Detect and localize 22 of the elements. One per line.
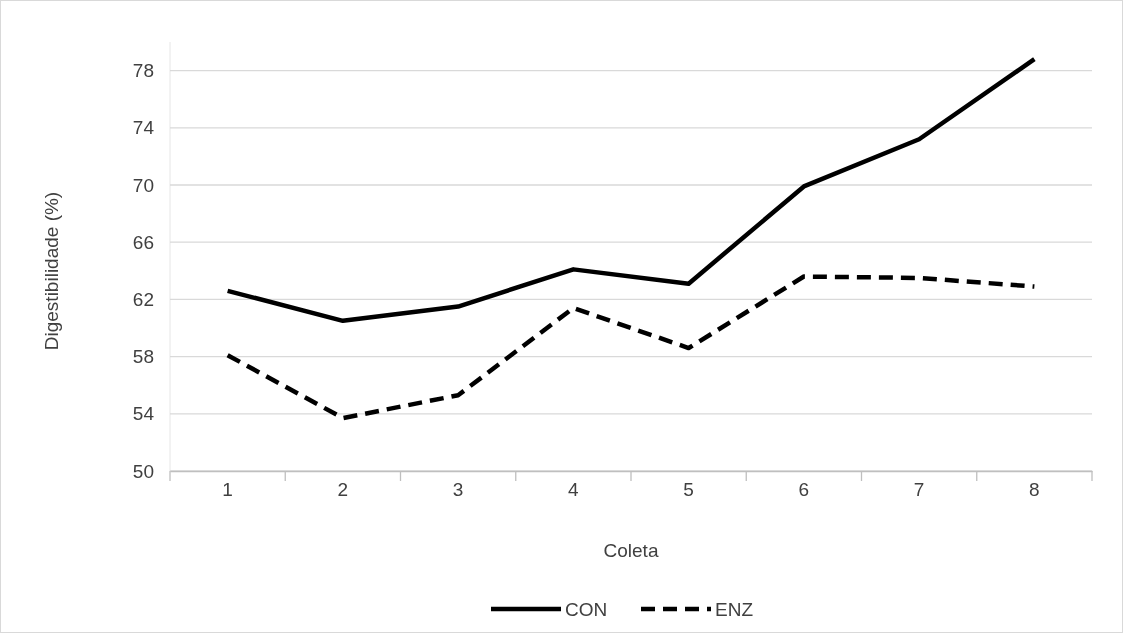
y-axis-title: Digestibilidade (%): [41, 191, 62, 351]
x-tick-label: 1: [222, 479, 233, 501]
y-tick-label: 50: [132, 460, 154, 482]
y-tick-label: 66: [132, 231, 154, 253]
legend-label: CON: [565, 599, 608, 620]
x-tick-label: 5: [683, 479, 694, 501]
line-series: [225, 274, 1037, 421]
y-tick-label: 70: [132, 174, 154, 196]
y-tick-label: 54: [132, 403, 155, 425]
x-tick-label: 2: [337, 479, 349, 501]
y-tick-label: 78: [132, 60, 154, 82]
x-tick-label: 6: [798, 479, 810, 501]
x-axis-title: Coleta: [603, 540, 659, 561]
y-tick-label: 58: [132, 346, 154, 368]
x-tick-label: 3: [452, 479, 464, 501]
x-tick-label: 4: [568, 479, 580, 501]
x-tick-label: 7: [913, 479, 925, 501]
y-tick-label: 62: [132, 288, 154, 310]
y-tick-label: 74: [132, 117, 155, 139]
line-series: [225, 56, 1037, 324]
x-tick-label: 8: [1029, 479, 1040, 501]
legend-label: ENZ: [715, 599, 754, 620]
